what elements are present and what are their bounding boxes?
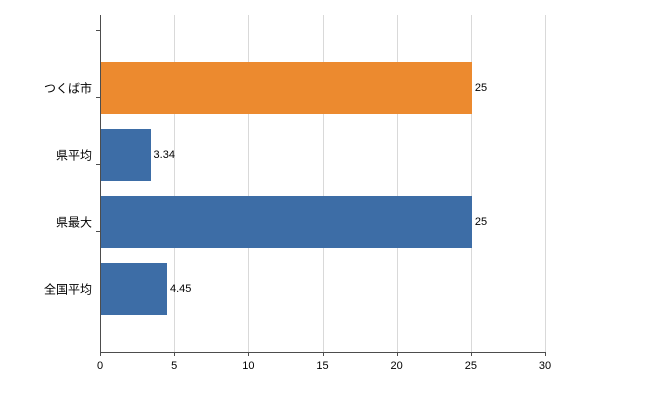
x-axis-tick — [470, 352, 472, 356]
y-axis-category-label: つくば市 — [43, 81, 92, 96]
gridline — [470, 15, 472, 352]
y-axis-category-label: 全国平均 — [43, 282, 92, 297]
x-tick-label: 5 — [171, 360, 178, 372]
bar-3 — [101, 196, 472, 248]
gridline — [545, 15, 546, 352]
bar-2 — [101, 129, 151, 181]
bar-1 — [101, 62, 472, 114]
bar-value-label: 4.45 — [170, 283, 192, 295]
x-axis-line — [100, 352, 546, 353]
gridline — [322, 15, 324, 352]
y-axis-category-label: 県平均 — [55, 148, 92, 163]
y-axis-tick — [96, 231, 100, 232]
x-axis-tick — [545, 352, 546, 356]
y-axis-line — [100, 15, 101, 352]
bar-4 — [101, 263, 167, 315]
y-axis-category-label: 県最大 — [55, 215, 92, 230]
y-axis-tick — [96, 97, 100, 98]
gridline — [248, 15, 250, 352]
y-axis-tick — [96, 164, 100, 165]
bar-value-label: 25 — [474, 82, 488, 94]
y-axis-tick — [96, 30, 100, 31]
gridline — [396, 15, 398, 352]
bar-value-label: 25 — [474, 216, 488, 228]
gridline — [174, 15, 176, 352]
x-axis-tick — [174, 352, 176, 356]
x-tick-label: 0 — [96, 360, 104, 372]
x-tick-label: 20 — [390, 360, 403, 372]
x-tick-label: 15 — [316, 360, 329, 372]
x-tick-label: 10 — [242, 360, 255, 372]
x-axis-tick — [396, 352, 398, 356]
x-axis-tick — [322, 352, 324, 356]
bar-value-label: 3.34 — [153, 149, 175, 161]
x-axis-tick — [248, 352, 250, 356]
x-tick-label: 30 — [538, 360, 552, 372]
x-tick-label: 25 — [464, 360, 477, 372]
x-axis-tick — [100, 352, 101, 356]
